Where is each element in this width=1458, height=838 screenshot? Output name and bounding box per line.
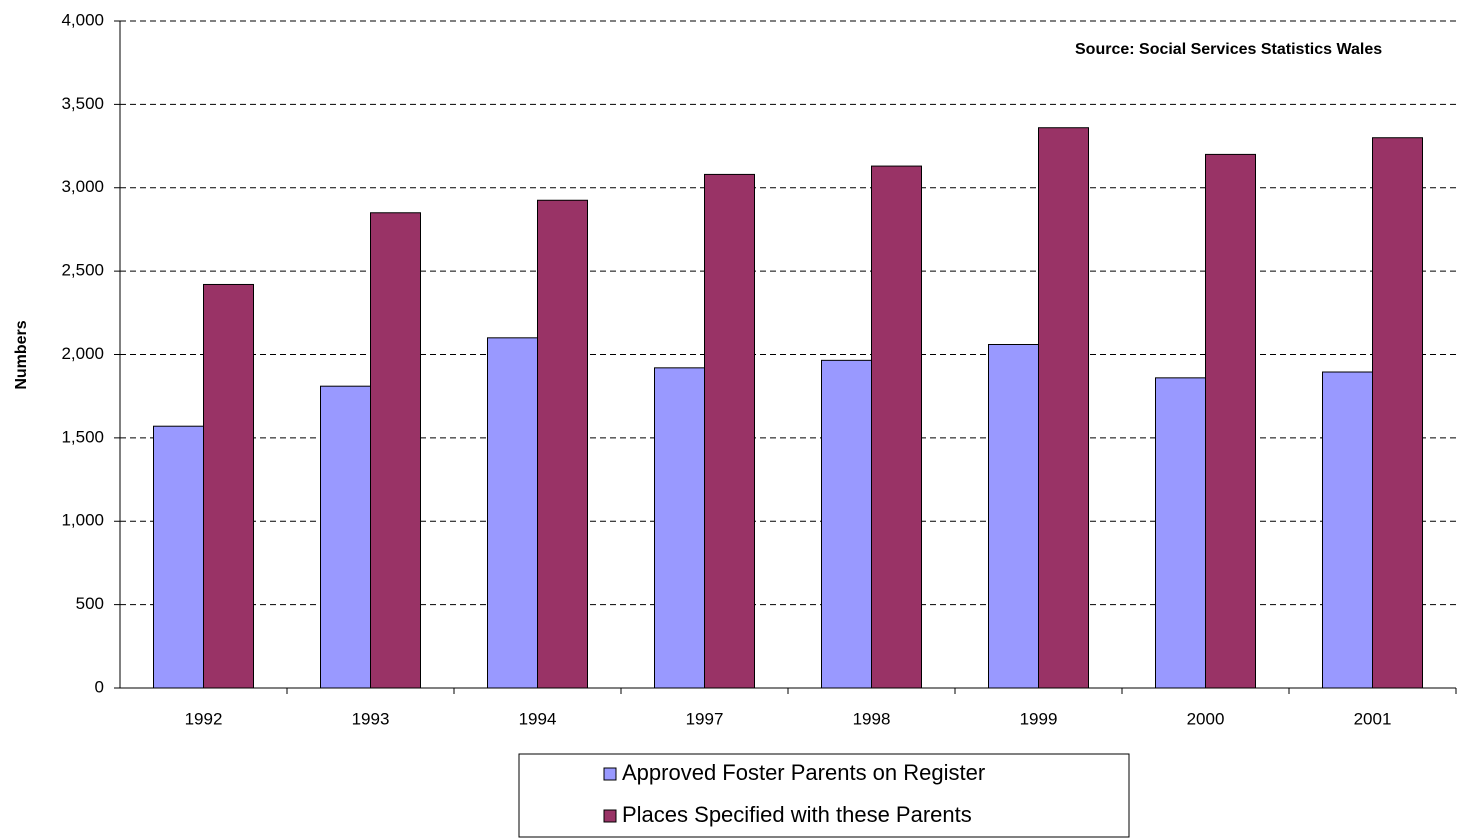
bar [320, 385, 371, 689]
bar [988, 343, 1039, 689]
annotation-box: Source: Social Services Statistics Wales [1075, 41, 1383, 58]
x-tick-label: 1994 [519, 709, 557, 728]
y-tick-label: 4,000 [61, 10, 104, 29]
bar [871, 165, 922, 689]
bar [1322, 371, 1373, 689]
bar [1038, 127, 1089, 689]
y-tick-label: 3,000 [61, 177, 104, 196]
legend-label: Approved Foster Parents on Register [622, 760, 985, 785]
x-tick-label: 1998 [853, 709, 891, 728]
bar [1372, 137, 1423, 689]
bar [654, 367, 705, 689]
bar [704, 173, 755, 689]
bar [1205, 153, 1256, 689]
y-axis-label: Numbers [13, 320, 30, 389]
y-tick-label: 2,500 [61, 261, 104, 280]
x-tick-label: 1997 [686, 709, 724, 728]
bar [370, 212, 421, 689]
x-tick-label: 1993 [352, 709, 390, 728]
bar [1155, 377, 1206, 689]
bar [203, 283, 254, 689]
x-tick-label: 1999 [1020, 709, 1058, 728]
legend-swatch [603, 809, 617, 823]
y-tick-label: 1,000 [61, 511, 104, 530]
legend-box [518, 753, 1130, 838]
y-tick-label: 2,000 [61, 344, 104, 363]
y-tick-label: 3,500 [61, 94, 104, 113]
x-tick-label: 2000 [1187, 709, 1225, 728]
bar [153, 425, 204, 689]
x-tick-label: 2001 [1354, 709, 1392, 728]
bar [537, 199, 588, 689]
annotation: Source: Social Services Statistics Wales [1075, 41, 1383, 58]
y-tick-label: 500 [76, 594, 104, 613]
y-tick-label: 0 [95, 677, 104, 696]
bar [821, 359, 872, 689]
x-tick-label: 1992 [185, 709, 223, 728]
legend-swatch [603, 767, 617, 781]
legend-label: Places Specified with these Parents [622, 802, 972, 827]
bar [487, 337, 538, 689]
y-tick-label: 1,500 [61, 427, 104, 446]
